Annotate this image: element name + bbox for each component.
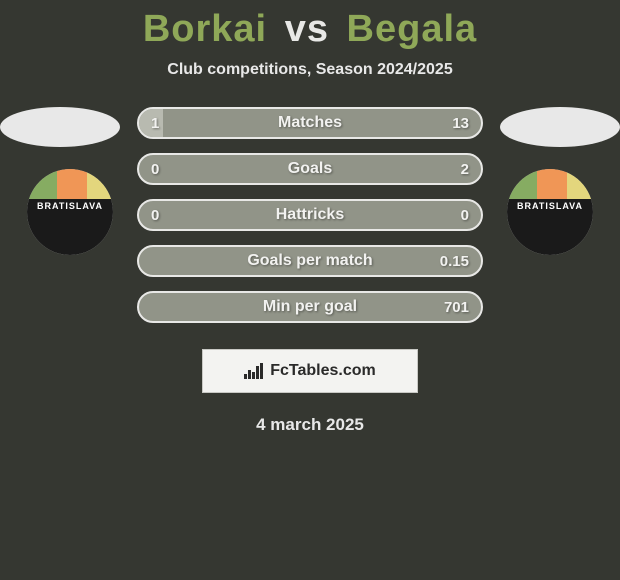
stat-value-right: 13 <box>452 115 469 132</box>
stat-value-right: 0 <box>461 207 469 224</box>
subtitle: Club competitions, Season 2024/2025 <box>0 61 620 79</box>
badge-lower <box>507 213 593 255</box>
stat-bar: 0Hattricks0 <box>137 199 483 231</box>
badge-text: BRATISLAVA <box>27 199 113 213</box>
badge-stripes <box>507 169 593 199</box>
date: 4 march 2025 <box>0 415 620 435</box>
stat-label: Min per goal <box>139 298 481 316</box>
title-player2: Begala <box>347 8 478 50</box>
stat-bar: Min per goal701 <box>137 291 483 323</box>
chart-icon <box>244 363 264 379</box>
stat-bar: 0Goals2 <box>137 153 483 185</box>
stat-label: Matches <box>139 114 481 132</box>
stat-bar: 1Matches13 <box>137 107 483 139</box>
club-badge-player1: BRATISLAVA <box>27 169 113 255</box>
branding-text: FcTables.com <box>270 362 376 380</box>
content: BRATISLAVA BRATISLAVA 1Matches130Goals20… <box>0 107 620 323</box>
stat-value-right: 701 <box>444 299 469 316</box>
title-player1: Borkai <box>143 8 267 50</box>
avatar-player2-placeholder <box>500 107 620 147</box>
page-title: Borkai vs Begala <box>0 0 620 51</box>
stat-label: Goals <box>139 160 481 178</box>
stat-label: Goals per match <box>139 252 481 270</box>
stats-bars: 1Matches130Goals20Hattricks0Goals per ma… <box>137 107 483 323</box>
badge-text: BRATISLAVA <box>507 199 593 213</box>
stat-value-right: 0.15 <box>440 253 469 270</box>
badge-stripes <box>27 169 113 199</box>
stat-label: Hattricks <box>139 206 481 224</box>
avatar-player1-placeholder <box>0 107 120 147</box>
stat-value-right: 2 <box>461 161 469 178</box>
stat-bar: Goals per match0.15 <box>137 245 483 277</box>
title-vs: vs <box>285 8 329 50</box>
badge-lower <box>27 213 113 255</box>
branding-box: FcTables.com <box>202 349 418 393</box>
club-badge-player2: BRATISLAVA <box>507 169 593 255</box>
